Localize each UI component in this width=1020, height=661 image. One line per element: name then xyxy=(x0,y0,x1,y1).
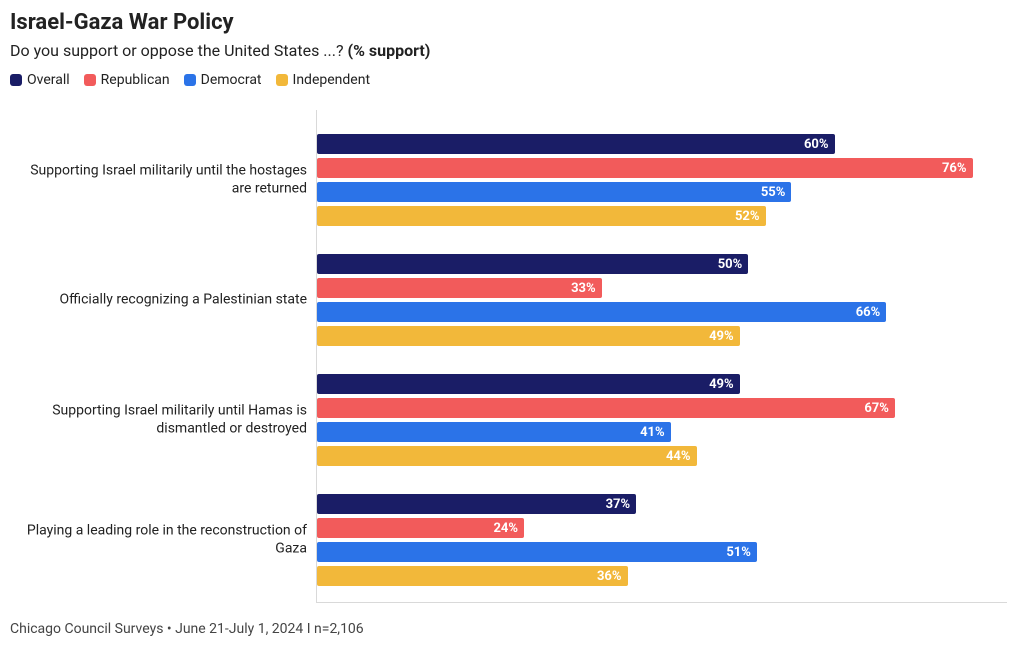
bar: 44% xyxy=(317,446,697,466)
bar-row: 52% xyxy=(317,206,1007,226)
bar-row: 49% xyxy=(317,374,1007,394)
subtitle-prefix: Do you support or oppose the United Stat… xyxy=(10,41,347,60)
bar-row: 49% xyxy=(317,326,1007,346)
bar: 41% xyxy=(317,422,671,442)
bar-row: 76% xyxy=(317,158,1007,178)
legend-swatch xyxy=(10,74,22,86)
legend-label: Republican xyxy=(101,72,170,88)
bar-row: 41% xyxy=(317,422,1007,442)
legend-swatch xyxy=(276,74,288,86)
legend-item: Democrat xyxy=(184,72,262,88)
legend-item: Independent xyxy=(276,72,371,88)
bar: 49% xyxy=(317,326,740,346)
legend-item: Republican xyxy=(84,72,170,88)
category-label: Officially recognizing a Palestinian sta… xyxy=(11,291,313,309)
legend-label: Independent xyxy=(293,72,371,88)
bar: 37% xyxy=(317,494,636,514)
subtitle-bold: (% support) xyxy=(347,41,430,60)
legend-swatch xyxy=(184,74,196,86)
legend-item: Overall xyxy=(10,72,70,88)
bar: 49% xyxy=(317,374,740,394)
legend-swatch xyxy=(84,74,96,86)
category-label: Playing a leading role in the reconstruc… xyxy=(11,523,313,558)
chart-title: Israel-Gaza War Policy xyxy=(10,10,1010,35)
bar-group: Supporting Israel militarily until the h… xyxy=(317,134,1007,226)
bar-group: Playing a leading role in the reconstruc… xyxy=(317,494,1007,586)
bar: 76% xyxy=(317,158,973,178)
bar: 52% xyxy=(317,206,766,226)
bar-chart: Supporting Israel militarily until the h… xyxy=(316,110,1007,603)
bar: 33% xyxy=(317,278,602,298)
bar-row: 60% xyxy=(317,134,1007,154)
bar: 24% xyxy=(317,518,524,538)
bar: 66% xyxy=(317,302,886,322)
category-label: Supporting Israel militarily until the h… xyxy=(11,163,313,198)
bar-row: 55% xyxy=(317,182,1007,202)
bar-row: 36% xyxy=(317,566,1007,586)
bar-group: Officially recognizing a Palestinian sta… xyxy=(317,254,1007,346)
bar-row: 50% xyxy=(317,254,1007,274)
legend-label: Overall xyxy=(27,72,70,88)
legend: Overall Republican Democrat Independent xyxy=(10,72,1010,88)
category-label: Supporting Israel militarily until Hamas… xyxy=(11,403,313,438)
bar-group: Supporting Israel militarily until Hamas… xyxy=(317,374,1007,466)
bar-row: 24% xyxy=(317,518,1007,538)
bar: 51% xyxy=(317,542,757,562)
bar: 36% xyxy=(317,566,628,586)
bar-row: 44% xyxy=(317,446,1007,466)
chart-footer: Chicago Council Surveys • June 21-July 1… xyxy=(10,621,1010,637)
bar: 60% xyxy=(317,134,835,154)
bar-row: 51% xyxy=(317,542,1007,562)
bar: 55% xyxy=(317,182,791,202)
bar-row: 66% xyxy=(317,302,1007,322)
bar: 67% xyxy=(317,398,895,418)
bar: 50% xyxy=(317,254,748,274)
bar-row: 67% xyxy=(317,398,1007,418)
bar-row: 37% xyxy=(317,494,1007,514)
legend-label: Democrat xyxy=(201,72,262,88)
bar-row: 33% xyxy=(317,278,1007,298)
chart-subtitle: Do you support or oppose the United Stat… xyxy=(10,41,1010,60)
